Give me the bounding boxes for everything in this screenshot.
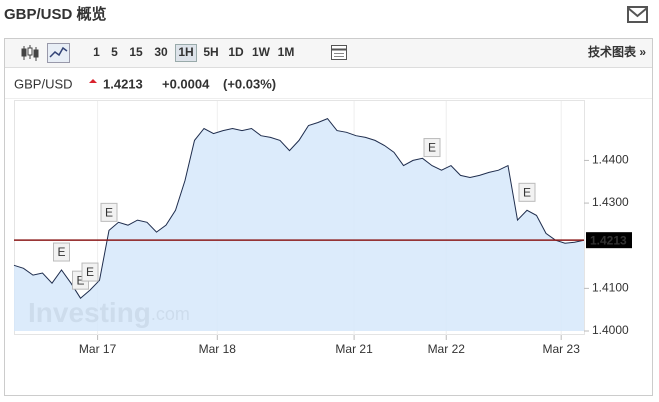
candle-icon[interactable] — [21, 45, 39, 61]
interval-button[interactable]: 1 — [93, 45, 100, 59]
event-marker — [53, 242, 70, 262]
interval-button[interactable]: 30 — [154, 45, 168, 59]
event-label: E — [86, 265, 94, 279]
toolbar — [5, 39, 652, 67]
price: 1.4213 — [103, 76, 143, 91]
interval-button[interactable]: 1W — [252, 45, 271, 59]
title: GBP/USD 概览 — [4, 5, 107, 23]
event-marker — [423, 138, 441, 158]
event-label: E — [76, 273, 84, 287]
x-tick-label: Mar 21 — [335, 342, 373, 356]
area — [14, 118, 584, 331]
x-tick-label: Mar 22 — [428, 342, 466, 356]
interval-button[interactable]: 5H — [203, 45, 218, 59]
x-tick-label: Mar 17 — [79, 342, 117, 356]
event-label: E — [428, 141, 436, 155]
interval-button[interactable]: 5 — [111, 45, 118, 59]
y-tick-label: 1.4400 — [592, 153, 629, 167]
y-tick-label: 1.4000 — [592, 323, 629, 337]
x-tick-label: Mar 18 — [199, 342, 237, 356]
interval-button[interactable]: 1H — [178, 45, 193, 59]
tech-chart-link[interactable]: 技术图表 » — [588, 44, 646, 59]
up-arrow — [89, 79, 97, 83]
symbol: GBP/USD — [14, 76, 73, 91]
change-percent: (+0.03%) — [223, 76, 276, 91]
event-marker — [81, 262, 99, 282]
interval-button[interactable]: 1M — [278, 45, 295, 59]
line-icon[interactable] — [47, 43, 70, 63]
y-tick-label: 1.4300 — [592, 195, 629, 209]
event-marker — [518, 182, 536, 202]
event-marker — [100, 202, 118, 222]
event-label: E — [57, 245, 65, 259]
interval-button[interactable]: 1D — [228, 45, 244, 59]
event-label: E — [523, 185, 531, 199]
table-icon[interactable] — [331, 45, 347, 60]
last-price-box — [586, 232, 632, 249]
y-tick-label: 1.4100 — [592, 281, 629, 295]
event-label: E — [105, 206, 113, 220]
mail-icon[interactable] — [627, 6, 648, 23]
change: +0.0004 — [162, 76, 210, 91]
x-tick-label: Mar 23 — [543, 342, 581, 356]
interval-selected — [175, 44, 197, 62]
interval-button[interactable]: 15 — [129, 45, 143, 59]
last-price-label: 1.4213 — [590, 233, 627, 247]
line — [13, 117, 585, 299]
